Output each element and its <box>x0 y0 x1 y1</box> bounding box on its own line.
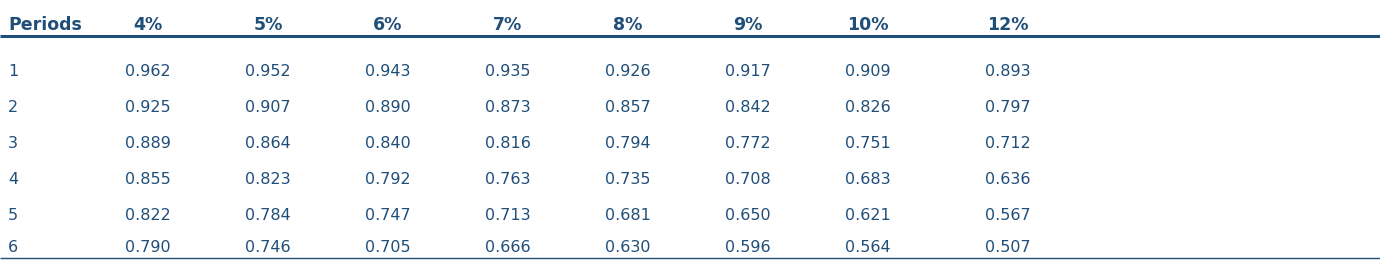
Text: 0.596: 0.596 <box>724 241 771 256</box>
Text: 9%: 9% <box>733 16 763 34</box>
Text: 1: 1 <box>8 64 18 79</box>
Text: 3: 3 <box>8 136 18 152</box>
Text: 0.823: 0.823 <box>246 172 291 187</box>
Text: 7%: 7% <box>494 16 523 34</box>
Text: 0.842: 0.842 <box>724 101 771 116</box>
Text: 0.890: 0.890 <box>366 101 411 116</box>
Text: 0.826: 0.826 <box>845 101 891 116</box>
Text: 0.907: 0.907 <box>246 101 291 116</box>
Text: 0.567: 0.567 <box>985 209 1031 224</box>
Text: 0.708: 0.708 <box>724 172 771 187</box>
Text: 0.751: 0.751 <box>845 136 891 152</box>
Text: 0.712: 0.712 <box>985 136 1031 152</box>
Text: 0.650: 0.650 <box>724 209 771 224</box>
Text: 10%: 10% <box>847 16 889 34</box>
Text: 0.816: 0.816 <box>484 136 531 152</box>
Text: 4%: 4% <box>134 16 163 34</box>
Text: 0.772: 0.772 <box>724 136 771 152</box>
Text: 0.747: 0.747 <box>366 209 411 224</box>
Text: 2: 2 <box>8 101 18 116</box>
Text: 8%: 8% <box>613 16 643 34</box>
Text: 0.621: 0.621 <box>845 209 891 224</box>
Text: 0.666: 0.666 <box>486 241 531 256</box>
Text: 0.681: 0.681 <box>604 209 651 224</box>
Text: 0.713: 0.713 <box>486 209 531 224</box>
Text: 0.735: 0.735 <box>606 172 651 187</box>
Text: 0.873: 0.873 <box>486 101 531 116</box>
Text: 0.840: 0.840 <box>366 136 411 152</box>
Text: 0.784: 0.784 <box>246 209 291 224</box>
Text: 0.943: 0.943 <box>366 64 411 79</box>
Text: 0.857: 0.857 <box>604 101 651 116</box>
Text: 0.763: 0.763 <box>486 172 531 187</box>
Text: 5%: 5% <box>254 16 283 34</box>
Text: 0.636: 0.636 <box>985 172 1031 187</box>
Text: 0.822: 0.822 <box>126 209 171 224</box>
Text: 0.926: 0.926 <box>606 64 651 79</box>
Text: 6: 6 <box>8 241 18 256</box>
Text: 0.909: 0.909 <box>845 64 891 79</box>
Text: 0.790: 0.790 <box>126 241 171 256</box>
Text: 0.630: 0.630 <box>606 241 651 256</box>
Text: 0.935: 0.935 <box>486 64 531 79</box>
Text: 0.794: 0.794 <box>606 136 651 152</box>
Text: 0.889: 0.889 <box>126 136 171 152</box>
Text: 5: 5 <box>8 209 18 224</box>
Text: 0.746: 0.746 <box>246 241 291 256</box>
Text: 0.864: 0.864 <box>246 136 291 152</box>
Text: 6%: 6% <box>374 16 403 34</box>
Text: 0.952: 0.952 <box>246 64 291 79</box>
Text: 0.564: 0.564 <box>845 241 891 256</box>
Text: 12%: 12% <box>987 16 1028 34</box>
Text: 0.797: 0.797 <box>985 101 1031 116</box>
Text: 0.705: 0.705 <box>366 241 411 256</box>
Text: 0.917: 0.917 <box>724 64 771 79</box>
Text: 0.855: 0.855 <box>126 172 171 187</box>
Text: 0.792: 0.792 <box>366 172 411 187</box>
Text: Periods: Periods <box>8 16 81 34</box>
Text: 0.925: 0.925 <box>126 101 171 116</box>
Text: 0.507: 0.507 <box>985 241 1031 256</box>
Text: 0.683: 0.683 <box>845 172 891 187</box>
Text: 0.962: 0.962 <box>126 64 171 79</box>
Text: 0.893: 0.893 <box>985 64 1031 79</box>
Text: 4: 4 <box>8 172 18 187</box>
